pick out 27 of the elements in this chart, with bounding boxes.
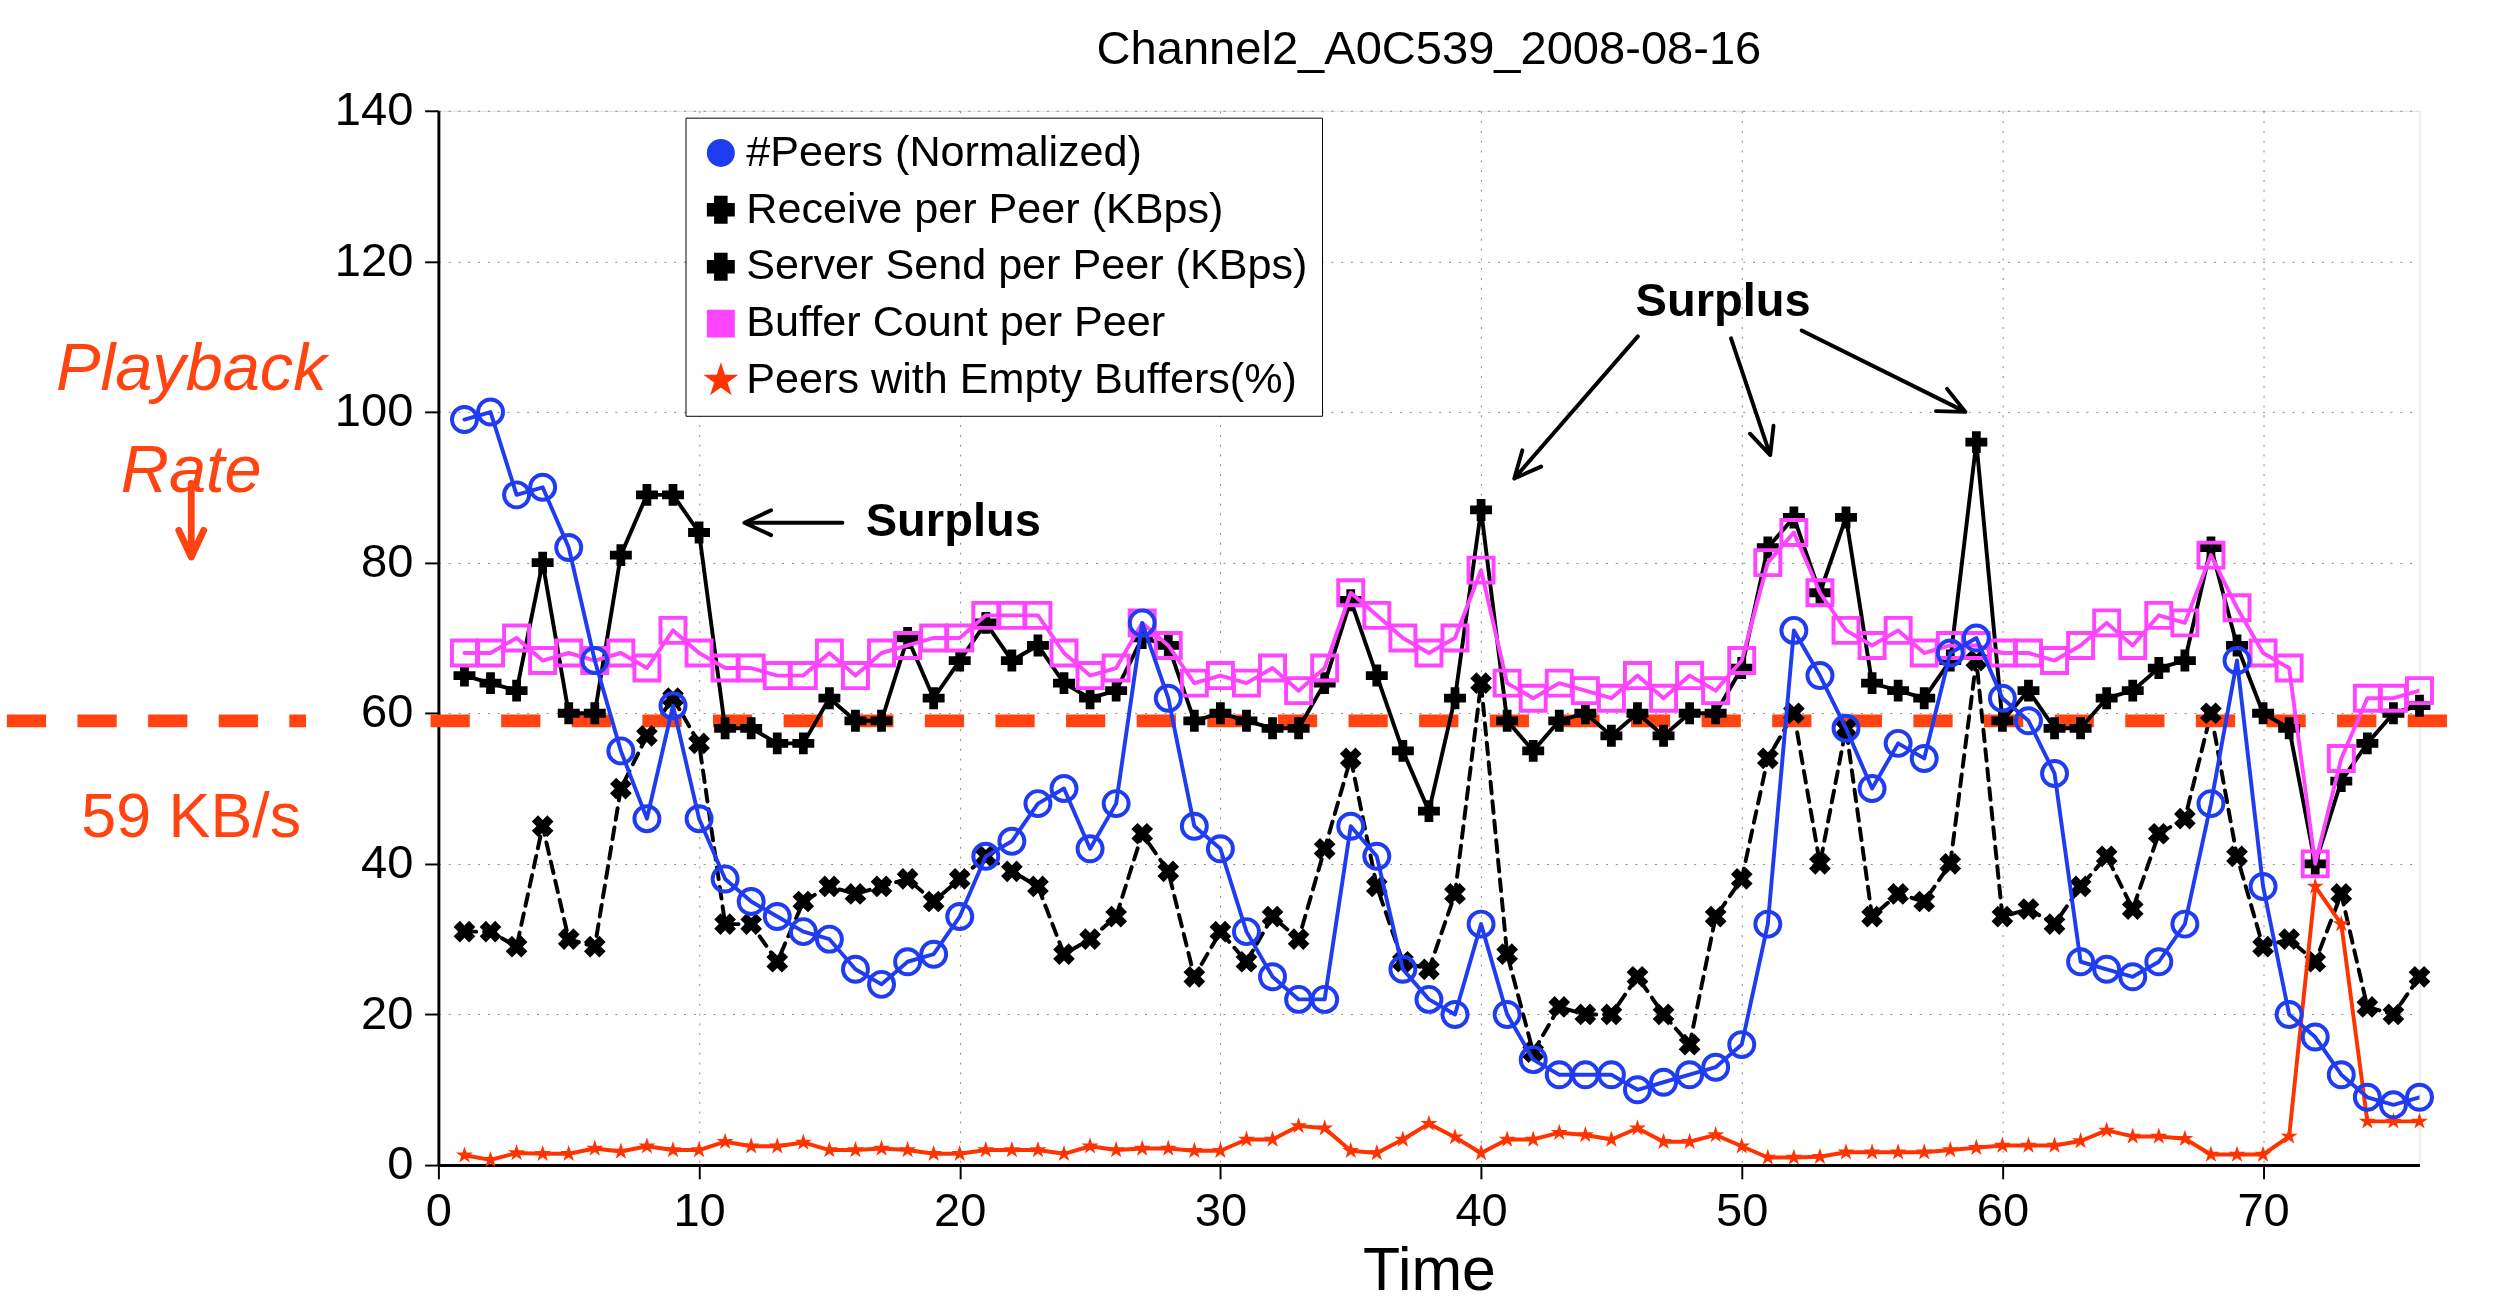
y-tick-label: 140 <box>334 82 414 136</box>
legend-label: #Peers (Normalized) <box>746 126 1142 175</box>
chart-title: Channel2_A0C539_2008-08-16 <box>1096 20 1762 74</box>
x-tick-label: 0 <box>425 1183 452 1237</box>
x-tick-label: 20 <box>934 1183 987 1237</box>
y-tick-label: 60 <box>361 684 414 738</box>
annotation: Surplus <box>1635 272 1811 326</box>
legend-label: Receive per Peer (KBps) <box>746 183 1224 232</box>
y-tick-label: 40 <box>361 835 414 889</box>
ref-line-label: 59 KB/s <box>81 780 302 851</box>
x-tick-label: 10 <box>673 1183 726 1237</box>
y-tick-label: 100 <box>334 383 414 437</box>
x-tick-label: 70 <box>2237 1183 2290 1237</box>
legend-label: Buffer Count per Peer <box>746 297 1166 346</box>
x-tick-label: 60 <box>1976 1183 2030 1237</box>
legend-label: Server Send per Peer (KBps) <box>746 240 1308 289</box>
x-tick-label: 30 <box>1194 1183 1248 1237</box>
text: Playback Rate <box>55 330 331 507</box>
legend-label: Peers with Empty Buffers(%) <box>746 354 1297 403</box>
y-tick-label: 0 <box>387 1136 414 1190</box>
y-tick-label: 120 <box>334 232 414 286</box>
annotation: Surplus <box>865 493 1041 547</box>
x-axis-title: Time <box>1363 1235 1496 1304</box>
y-tick-label: 20 <box>361 985 414 1039</box>
x-tick-label: 40 <box>1455 1183 1508 1237</box>
y-tick-label: 80 <box>361 533 414 587</box>
x-tick-label: 50 <box>1716 1183 1769 1237</box>
